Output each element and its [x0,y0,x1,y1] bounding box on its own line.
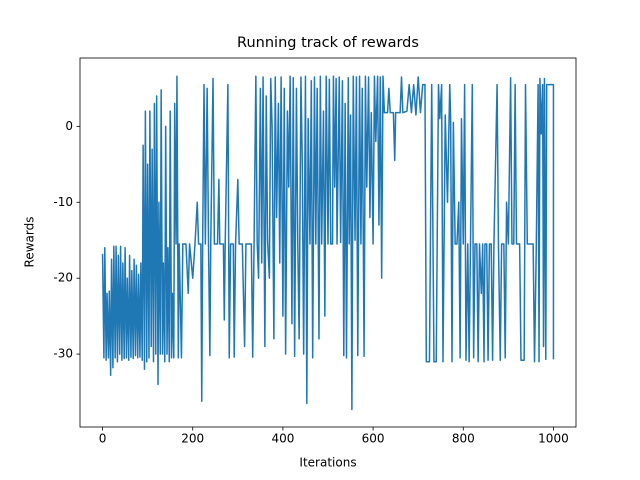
chart-title: Running track of rewards [237,35,419,51]
y-tick-label: 0 [65,119,73,133]
y-tick-label: -20 [53,271,73,285]
y-tick-label: -30 [53,347,73,361]
y-axis-label: Rewards [23,217,37,268]
y-tick-label: -10 [53,195,73,209]
x-axis-label: Iterations [299,456,356,470]
data-line [101,75,555,411]
plot-frame [79,57,577,428]
x-tick-label: 200 [181,432,204,446]
x-tick-label: 400 [271,432,294,446]
x-tick-label: 800 [452,432,475,446]
x-tick-label: 0 [99,432,107,446]
x-tick-label: 1000 [538,432,569,446]
x-tick-label: 600 [362,432,385,446]
